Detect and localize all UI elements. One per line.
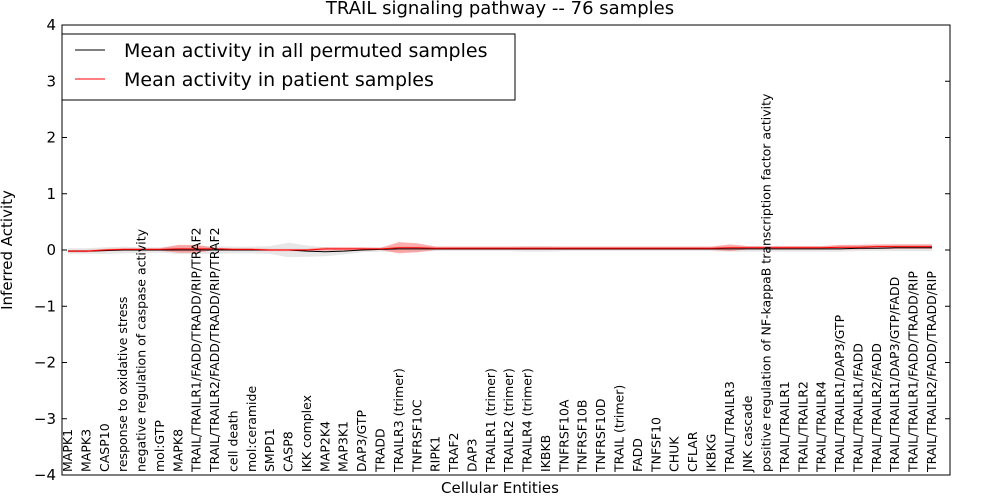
- category-label: TRAIL/TRAILR2: [795, 381, 810, 473]
- category-label: TRAIL/TRAILR1/DAP3/GTP/FADD: [887, 277, 902, 473]
- legend-label-patient: Mean activity in patient samples: [124, 69, 434, 91]
- category-label: TNFRSF10B: [575, 400, 590, 473]
- y-tick-label: −3: [34, 410, 56, 428]
- category-label: CASP8: [281, 431, 296, 472]
- category-label: mol:ceramide: [244, 386, 259, 472]
- category-label: MAP2K4: [317, 421, 332, 472]
- category-label: TRAIL/TRAILR4: [814, 381, 829, 473]
- category-label: JNK cascade: [740, 395, 755, 473]
- category-label: TRAIL/TRAILR1/FADD: [851, 343, 866, 473]
- line-patient: [68, 246, 932, 252]
- error-bands: [68, 242, 932, 258]
- category-label: SMPD1: [262, 428, 277, 472]
- category-label: TNFSF10: [648, 417, 663, 473]
- category-label: TRAIL/TRAILR2/FADD: [869, 343, 884, 473]
- category-label: TRAIL/TRAILR1: [777, 381, 792, 473]
- legend: Mean activity in all permuted samples Me…: [61, 33, 516, 101]
- category-label: DAP3/GTP: [354, 409, 369, 472]
- category-label: cell death: [225, 410, 240, 472]
- plot-frame: [61, 24, 951, 476]
- category-label: TRAIL/TRAILR2/FADD/TRADD/RIP/TRAF2: [207, 227, 222, 473]
- y-tick-label: −1: [34, 297, 56, 315]
- category-label: negative regulation of caspase activity: [134, 228, 149, 472]
- category-labels: MAPK1 MAPK3 CASP10 response to oxidative st…: [60, 93, 939, 473]
- category-label: mol:GTP: [152, 420, 167, 472]
- y-tick-label: 1: [46, 185, 56, 203]
- category-label: MAPK8: [170, 429, 185, 472]
- category-label: TRAIL/TRAILR1/DAP3/GTP: [832, 314, 847, 473]
- series-lines: [68, 246, 932, 253]
- category-label: TRAILR4 (trimer): [520, 368, 535, 473]
- y-axis-label: Inferred Activity: [0, 190, 16, 310]
- legend-label-permuted: Mean activity in all permuted samples: [124, 40, 487, 62]
- y-tick-label: 4: [46, 16, 56, 34]
- x-axis-label: Cellular Entities: [441, 479, 559, 497]
- y-axis-ticks: −4 −3 −2 −1 0 1 2 3 4: [34, 16, 950, 484]
- category-label: IKBKG: [703, 434, 718, 472]
- chart-title: TRAIL signaling pathway -- 76 samples: [325, 0, 674, 19]
- category-label: TRADD: [373, 428, 388, 473]
- category-label: MAP3K1: [336, 421, 351, 472]
- legend-box: [61, 33, 516, 101]
- line-permuted: [68, 247, 932, 253]
- category-label: TRAIL (trimer): [612, 385, 627, 473]
- category-label: TNFRSF10C: [409, 399, 424, 473]
- category-label: IKK complex: [299, 395, 314, 472]
- category-label: TRAILR1 (trimer): [483, 368, 498, 473]
- y-tick-label: −2: [34, 354, 56, 372]
- category-label: TRAILR3 (trimer): [391, 368, 406, 473]
- category-label: TNFRSF10A: [556, 399, 571, 473]
- band-patient: [68, 242, 932, 254]
- category-label: CFLAR: [685, 431, 700, 472]
- category-label: TRAIL/TRAILR3: [722, 381, 737, 473]
- y-tick-label: 3: [46, 72, 56, 90]
- category-label: CASP10: [97, 423, 112, 472]
- category-label: TRAIL/TRAILR2/FADD/TRADD/RIP: [924, 271, 939, 473]
- category-label: MAPK3: [78, 429, 93, 472]
- y-tick-label: 2: [46, 129, 56, 147]
- category-label: response to oxidative stress: [115, 297, 130, 472]
- category-label: TRAILR2 (trimer): [501, 368, 516, 473]
- category-label: TNFRSF10D: [593, 398, 608, 473]
- category-label: CHUK: [667, 436, 682, 472]
- category-label: positive regulation of NF-kappaB transcr…: [759, 93, 774, 472]
- category-label: TRAF2: [446, 432, 461, 473]
- y-tick-label: −4: [34, 466, 56, 484]
- y-tick-label: 0: [46, 241, 56, 259]
- category-label: IKBKB: [538, 435, 553, 472]
- category-label: TRAIL/TRAILR1/FADD/TRADD/RIP: [906, 271, 921, 473]
- category-label: MAPK1: [60, 429, 75, 472]
- category-label: TRAIL/TRAILR1/FADD/TRADD/RIP/TRAF2: [189, 227, 204, 473]
- category-label: RIPK1: [428, 436, 443, 472]
- category-label: FADD: [630, 438, 645, 472]
- category-label: DAP3: [464, 439, 479, 472]
